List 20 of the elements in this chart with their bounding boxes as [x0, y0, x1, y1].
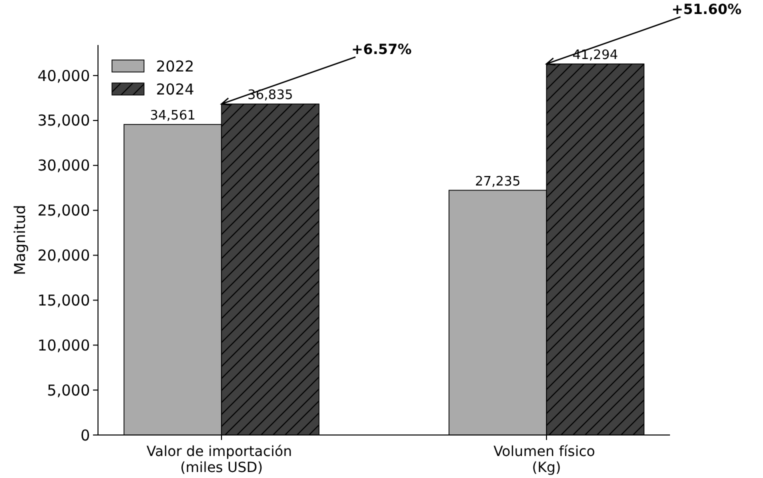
data-label: 34,561 [150, 108, 196, 124]
y-tick-label: 10,000 [38, 336, 90, 354]
y-tick-label: 35,000 [38, 112, 90, 130]
data-label: 27,235 [475, 174, 520, 190]
legend-label: 2024 [156, 80, 194, 98]
y-tick-label: 40,000 [38, 66, 90, 85]
x-tick-label: Volumen físico (Kg) [493, 444, 600, 476]
y-axis-title: Magnitud [11, 204, 29, 276]
annotation: +6.57% [351, 42, 412, 58]
y-tick-label: 25,000 [38, 202, 90, 220]
y-tick-label: 15,000 [38, 291, 90, 310]
y-tick-label: 30,000 [38, 156, 90, 175]
x-tick-label: Valor de importación (miles USD) [146, 444, 296, 476]
y-tick-label: 5,000 [47, 381, 90, 400]
data-label: 36,835 [248, 88, 293, 103]
data-label: 41,294 [572, 48, 618, 63]
y-tick-label: 0 [80, 426, 90, 444]
annotation: +51.60% [671, 2, 742, 18]
legend-label: 2022 [156, 57, 194, 76]
y-tick-label: 20,000 [38, 246, 90, 265]
